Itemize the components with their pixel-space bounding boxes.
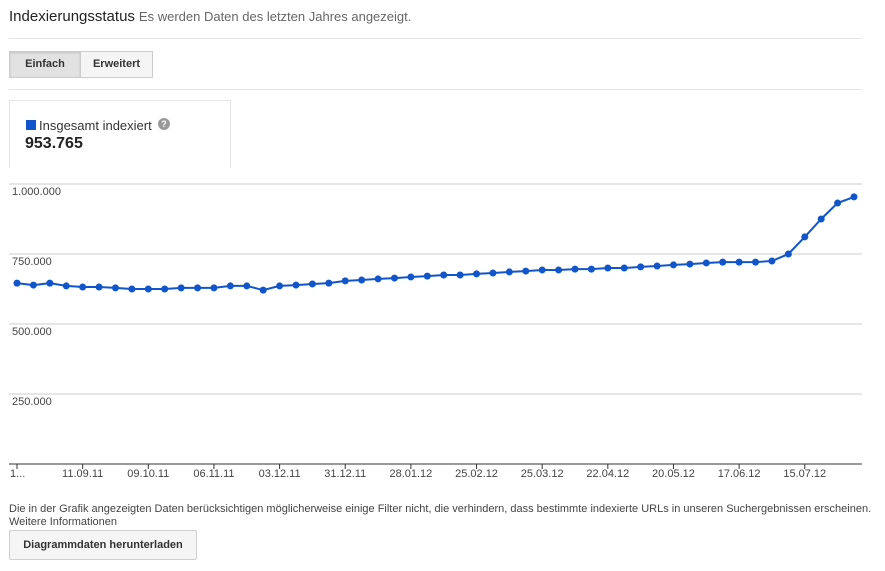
data-point bbox=[669, 261, 677, 269]
data-point bbox=[243, 282, 251, 290]
tab[interactable]: Erweitert bbox=[80, 51, 153, 78]
data-point bbox=[62, 282, 70, 290]
x-tick-label: 11.09.11 bbox=[62, 468, 103, 480]
tab[interactable]: Einfach bbox=[9, 51, 81, 78]
x-tick-label: 25.02.12 bbox=[455, 468, 498, 480]
data-point bbox=[604, 264, 612, 272]
data-point bbox=[440, 271, 448, 279]
data-point bbox=[850, 193, 858, 201]
y-tick-label: 750.000 bbox=[12, 256, 52, 268]
data-point bbox=[46, 279, 54, 287]
subtitle: Es werden Daten des letzten Jahres angez… bbox=[138, 9, 412, 24]
data-point bbox=[95, 283, 103, 291]
legend-total: 953.765 bbox=[25, 135, 83, 152]
y-tick-label: 250.000 bbox=[12, 396, 52, 408]
data-point bbox=[752, 258, 760, 266]
data-point bbox=[735, 258, 743, 266]
data-point bbox=[358, 276, 366, 284]
data-point bbox=[834, 199, 842, 207]
series-line bbox=[16, 195, 855, 292]
data-point bbox=[571, 265, 579, 273]
x-tick-label: 25.03.12 bbox=[521, 468, 564, 480]
legend-box: Insgesamt indexiert ? 953.765 bbox=[9, 100, 231, 168]
x-tick-label: 28.01.12 bbox=[389, 468, 432, 480]
data-point bbox=[259, 286, 267, 294]
data-point bbox=[13, 279, 21, 287]
data-point bbox=[456, 271, 464, 279]
data-point bbox=[210, 284, 218, 292]
x-tick-label: 06.11.11 bbox=[193, 468, 234, 480]
y-tick-label: 500.000 bbox=[12, 326, 52, 338]
data-point bbox=[505, 268, 513, 276]
header-title: Indexierungsstatus Es werden Daten des le… bbox=[9, 8, 411, 25]
x-tick-label: 03.12.11 bbox=[259, 468, 301, 480]
data-point bbox=[29, 281, 37, 289]
data-point bbox=[719, 258, 727, 266]
data-point bbox=[587, 265, 595, 273]
data-point bbox=[144, 285, 152, 293]
data-point bbox=[341, 277, 349, 285]
data-point bbox=[276, 282, 284, 290]
data-point bbox=[128, 285, 136, 293]
footnote: Die in der Grafik angezeigten Daten berü… bbox=[9, 503, 879, 529]
data-point bbox=[325, 279, 333, 287]
x-tick-label: 15.07.12 bbox=[783, 468, 826, 480]
data-point bbox=[620, 264, 628, 272]
data-point bbox=[653, 262, 661, 270]
x-tick-label: 1... bbox=[10, 468, 25, 480]
data-point bbox=[538, 266, 546, 274]
data-point bbox=[686, 260, 694, 268]
data-point bbox=[702, 259, 710, 267]
data-point bbox=[161, 285, 169, 293]
data-point bbox=[226, 282, 234, 290]
data-point bbox=[177, 284, 185, 292]
y-tick-label: 1.000.000 bbox=[12, 186, 61, 198]
data-point bbox=[292, 281, 300, 289]
note-text: Die in der Grafik angezeigten Daten berü… bbox=[9, 503, 872, 515]
data-point bbox=[390, 274, 398, 282]
data-point bbox=[768, 257, 776, 265]
data-point bbox=[308, 280, 316, 288]
data-point bbox=[374, 275, 382, 283]
divider bbox=[9, 38, 862, 39]
legend-swatch bbox=[26, 120, 36, 130]
data-point bbox=[423, 272, 431, 280]
x-tick-label: 17.06.12 bbox=[718, 468, 761, 480]
data-point bbox=[194, 284, 202, 292]
download-button[interactable]: Diagrammdaten herunterladen bbox=[9, 530, 197, 560]
data-point bbox=[111, 284, 119, 292]
data-point bbox=[473, 270, 481, 278]
title-text: Indexierungsstatus bbox=[9, 8, 135, 25]
data-point bbox=[817, 215, 825, 223]
data-point bbox=[784, 250, 792, 258]
divider bbox=[9, 89, 862, 90]
legend-label: Insgesamt indexiert bbox=[39, 118, 152, 133]
data-point bbox=[555, 266, 563, 274]
data-point bbox=[79, 283, 87, 291]
more-link[interactable]: Weitere Informationen bbox=[9, 516, 118, 528]
chart: 250.000 500.000 750.000 1.000.000 1... 11.09.… bbox=[9, 183, 862, 480]
x-tick-label: 31.12.11 bbox=[324, 468, 366, 480]
x-tick-label: 09.10.11 bbox=[127, 468, 169, 480]
x-tick-label: 20.05.12 bbox=[652, 468, 695, 480]
data-point bbox=[522, 267, 530, 275]
data-point bbox=[801, 233, 809, 241]
help-icon[interactable]: ? bbox=[158, 118, 170, 130]
data-point bbox=[407, 273, 415, 281]
data-point bbox=[637, 263, 645, 271]
data-point bbox=[489, 269, 497, 277]
x-tick-label: 22.04.12 bbox=[586, 468, 629, 480]
